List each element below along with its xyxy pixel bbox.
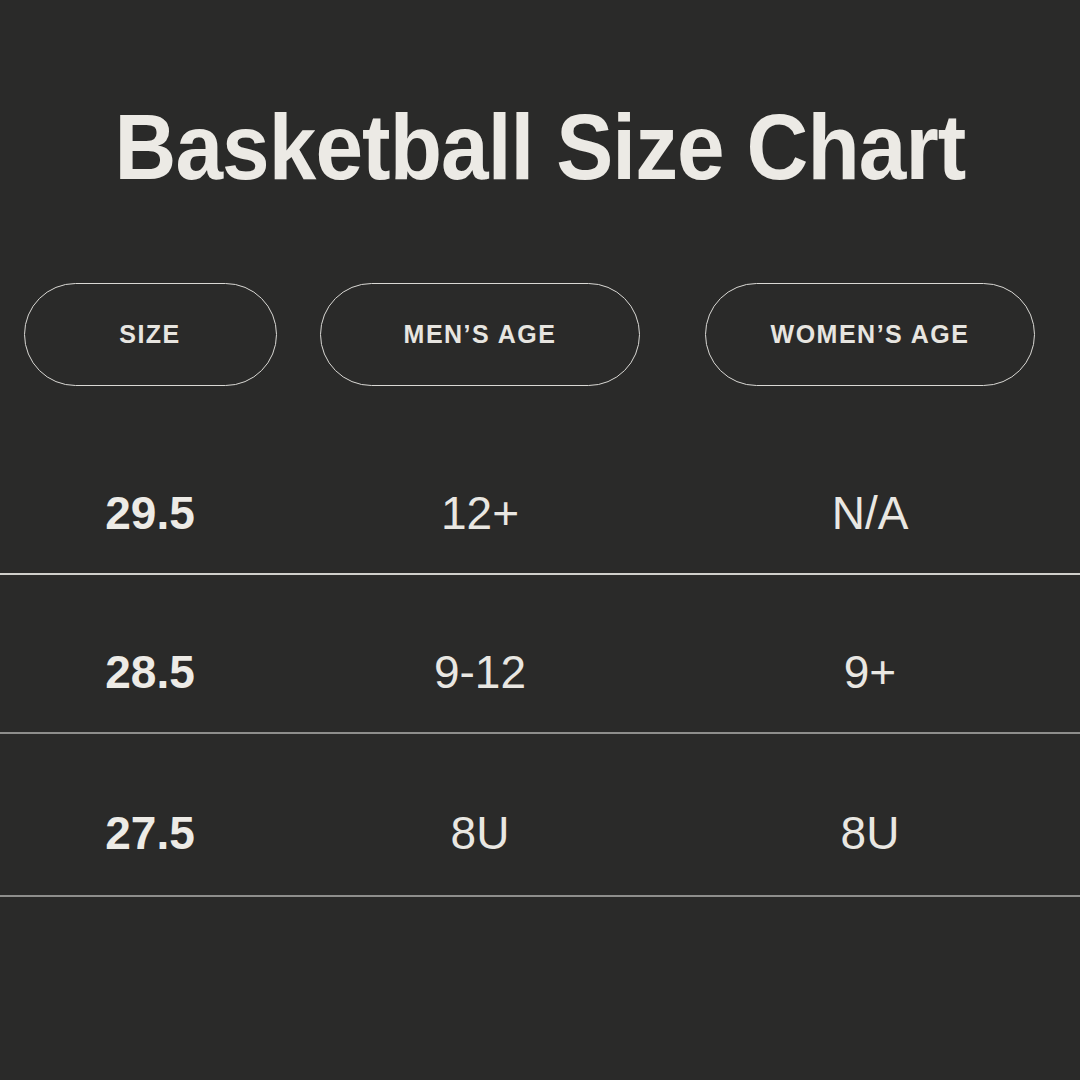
cell-womens-age: N/A [660, 450, 1080, 540]
column-header-womens-age: WOMEN’S AGE [705, 283, 1035, 386]
cell-mens-age: 9-12 [300, 609, 660, 699]
cell-size: 29.5 [0, 450, 300, 540]
cell-womens-age: 8U [660, 770, 1080, 860]
column-header-size: SIZE [24, 283, 277, 386]
column-header-mens-age: MEN’S AGE [320, 283, 640, 386]
column-header-womens-age-label: WOMEN’S AGE [771, 320, 970, 349]
table-header-row: SIZE MEN’S AGE WOMEN’S AGE [0, 283, 1080, 386]
cell-womens-age: 9+ [660, 609, 1080, 699]
table-row: 29.5 12+ N/A [0, 417, 1080, 575]
column-header-size-label: SIZE [119, 320, 181, 349]
cell-size: 28.5 [0, 609, 300, 699]
size-chart-graphic: Basketball Size Chart SIZE MEN’S AGE WOM… [0, 0, 1080, 1080]
column-header-mens-age-label: MEN’S AGE [404, 320, 557, 349]
table-row: 27.5 8U 8U [0, 734, 1080, 897]
cell-size: 27.5 [0, 770, 300, 860]
page-title: Basketball Size Chart [43, 101, 1037, 194]
table-row: 28.5 9-12 9+ [0, 575, 1080, 734]
size-table: 29.5 12+ N/A 28.5 9-12 9+ 27.5 8U 8U [0, 417, 1080, 897]
cell-mens-age: 8U [300, 770, 660, 860]
cell-mens-age: 12+ [300, 450, 660, 540]
